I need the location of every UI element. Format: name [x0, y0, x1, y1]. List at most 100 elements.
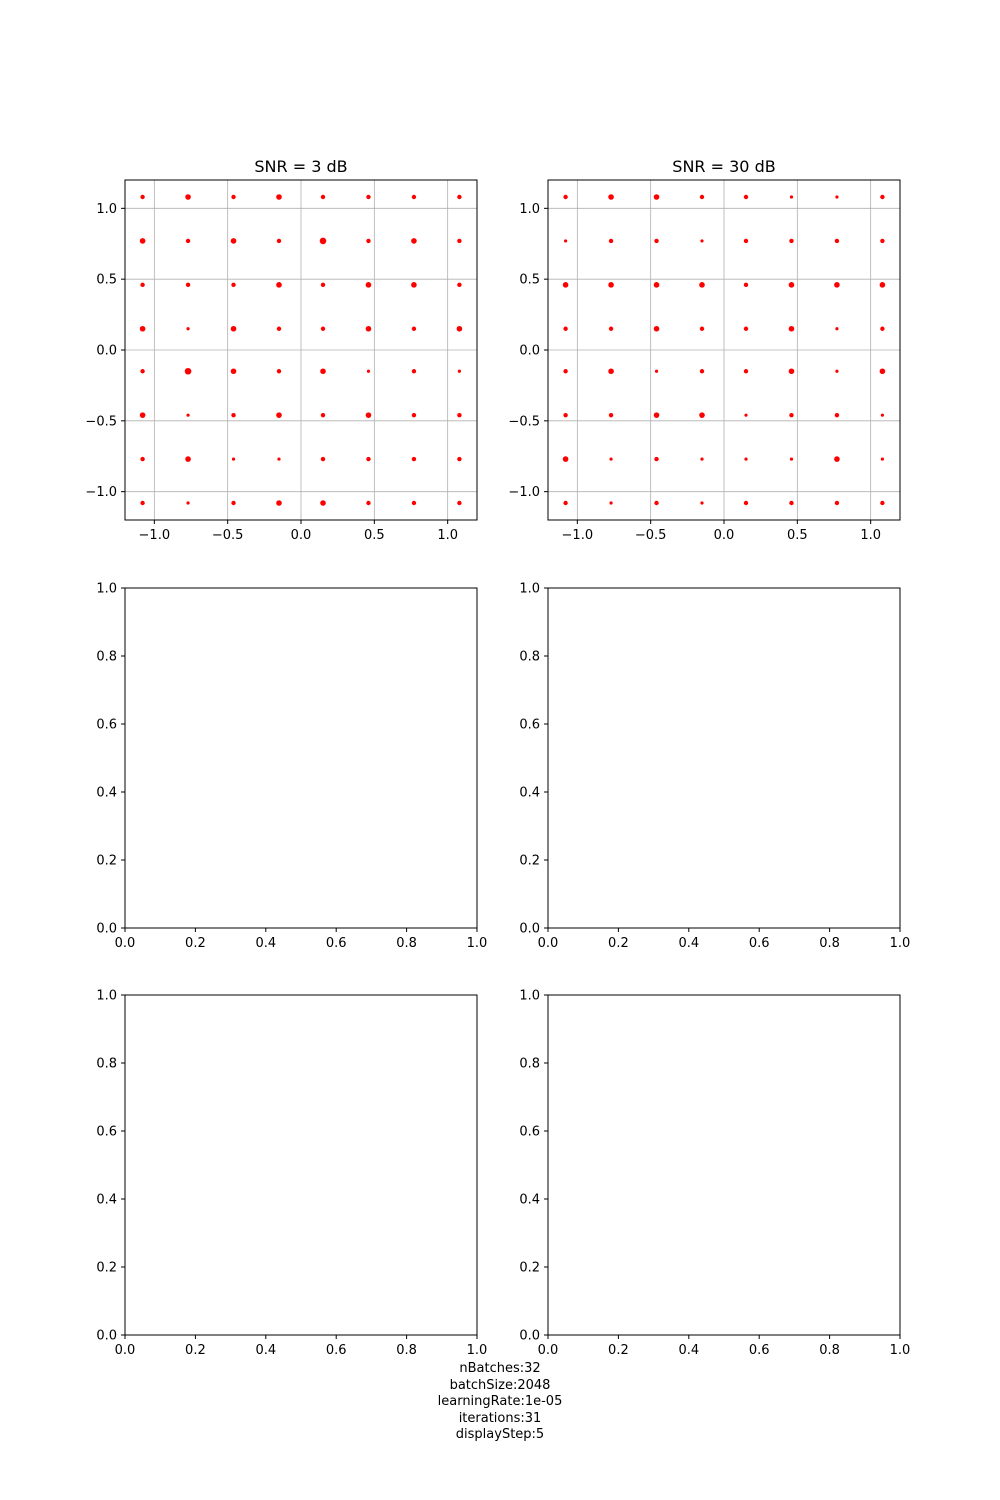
data-point [276, 500, 282, 506]
y-tick-label: −1.0 [85, 485, 117, 500]
data-point [276, 194, 282, 200]
data-point [699, 412, 705, 418]
y-tick-label: 0.6 [519, 1125, 540, 1140]
data-point [563, 369, 568, 374]
data-point [788, 325, 795, 332]
y-tick-label: 1.0 [519, 202, 540, 217]
data-point [699, 282, 705, 288]
x-tick-label: −0.5 [212, 528, 244, 543]
data-point [230, 325, 237, 332]
y-tick-label: 0.0 [519, 922, 540, 937]
data-point [743, 194, 749, 200]
data-point [743, 282, 749, 288]
data-point [320, 194, 326, 200]
data-point [880, 413, 885, 417]
plot-title: SNR = 30 dB [672, 157, 775, 176]
data-point [276, 238, 282, 244]
data-point [834, 238, 840, 244]
data-point [834, 500, 840, 506]
data-point [411, 194, 417, 200]
x-tick-label: 0.0 [714, 528, 735, 543]
data-point [186, 501, 190, 505]
data-point [789, 457, 794, 461]
data-point [184, 367, 192, 375]
data-point [564, 239, 568, 243]
x-tick-label: 0.4 [255, 1343, 276, 1358]
data-point [743, 238, 749, 244]
data-point [654, 456, 659, 462]
data-point [744, 413, 748, 417]
y-tick-label: 0.4 [519, 786, 540, 801]
data-point [411, 500, 417, 506]
x-tick-label: 1.0 [860, 528, 881, 543]
y-tick-label: 0.0 [96, 344, 117, 359]
data-point [320, 500, 326, 506]
y-tick-label: 1.0 [96, 582, 117, 597]
x-tick-label: −1.0 [139, 528, 171, 543]
data-point [835, 195, 839, 199]
y-tick-label: 0.4 [519, 1193, 540, 1208]
axes-frame [547, 587, 901, 929]
y-tick-label: 0.5 [519, 273, 540, 288]
data-point [231, 282, 236, 288]
data-point [411, 456, 417, 462]
x-tick-label: 0.2 [185, 936, 206, 951]
data-point [880, 326, 885, 331]
data-point [320, 412, 326, 418]
axes-frame [124, 587, 478, 929]
y-tick-label: 0.0 [96, 922, 117, 937]
x-tick-label: 0.0 [115, 936, 136, 951]
data-point [185, 456, 191, 462]
x-tick-label: 1.0 [467, 1343, 488, 1358]
data-point [879, 368, 886, 375]
data-point [457, 282, 462, 288]
data-point [366, 369, 371, 373]
param-batchsize: batchSize:2048 [449, 1377, 551, 1393]
y-tick-label: 0.8 [519, 650, 540, 665]
data-point [276, 412, 282, 418]
data-point [366, 500, 371, 506]
y-tick-label: −1.0 [508, 485, 540, 500]
data-point [699, 326, 705, 331]
data-point [186, 413, 190, 417]
data-point [411, 238, 417, 244]
data-point [230, 368, 237, 375]
data-point [140, 500, 145, 506]
data-point [185, 238, 191, 244]
y-tick-label: 0.2 [519, 1261, 540, 1276]
y-tick-label: 0.8 [519, 1057, 540, 1072]
x-tick-label: 0.2 [608, 936, 629, 951]
data-point [563, 500, 568, 506]
data-point [320, 456, 326, 462]
x-tick-label: 0.0 [115, 1343, 136, 1358]
data-point [743, 500, 749, 506]
y-tick-label: 0.0 [519, 344, 540, 359]
data-point [365, 282, 372, 288]
data-point [365, 325, 372, 332]
param-learningrate: learningRate:1e-05 [437, 1394, 563, 1409]
data-point [563, 412, 568, 418]
x-tick-label: 1.0 [890, 936, 911, 951]
data-point [744, 457, 748, 461]
data-point [653, 412, 660, 418]
subplot-6: 0.0 0.2 0.4 0.6 0.8 1.0 0.0 0.2 0.4 0.6 0.8 1.0 [519, 989, 910, 1359]
data-point [231, 412, 236, 418]
data-point [653, 325, 660, 332]
data-point [880, 457, 885, 461]
data-point [366, 194, 371, 200]
param-iterations: iterations:31 [458, 1410, 542, 1426]
x-tick-label: 0.8 [819, 1343, 840, 1358]
axes-frame [547, 994, 901, 1336]
y-tick-label: 0.5 [96, 273, 117, 288]
x-tick-label: 0.2 [185, 1343, 206, 1358]
x-tick-label: 0.0 [538, 1343, 559, 1358]
data-point [411, 282, 417, 288]
y-tick-label: 1.0 [96, 202, 117, 217]
data-point [654, 238, 659, 244]
data-point [365, 412, 372, 418]
data-point [277, 457, 281, 461]
data-point [139, 325, 146, 332]
data-point [653, 194, 660, 200]
subplot-4: 0.0 0.2 0.4 0.6 0.8 1.0 0.0 0.2 0.4 0.6 0.8 1.0 [519, 582, 910, 952]
data-point [699, 194, 705, 200]
